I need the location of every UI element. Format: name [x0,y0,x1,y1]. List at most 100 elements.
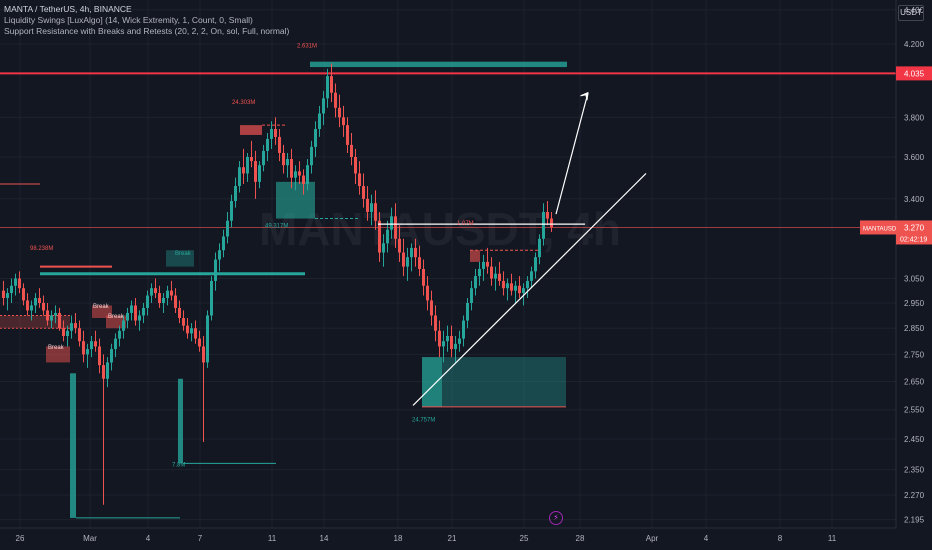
candle-body [38,297,41,303]
candle-body [326,76,329,99]
candle-body [342,117,345,126]
candle-body [82,341,85,355]
candle-body [330,76,333,93]
candle-body [290,159,293,178]
candle-body [446,335,449,342]
candle-body [478,268,481,277]
candle-body [70,323,73,331]
x-tick-label: 21 [448,534,457,543]
x-tick-label: 18 [394,534,403,543]
candle-body [462,320,465,339]
candle-body [346,125,349,145]
break-label: Break [175,251,192,257]
resistance-price-tag-label: 4.035 [904,69,925,78]
candle-body [18,278,21,289]
candle-body [422,268,425,286]
candle-body [250,156,253,162]
candle-body [410,247,413,258]
time-axis-bg [0,528,896,550]
user-drawings[interactable] [378,92,647,406]
candle-body [222,236,225,251]
candle-body [114,338,117,350]
candle-body [62,328,65,336]
candle-body [34,297,37,306]
price-axis[interactable]: 4.400 4.200 4.035 3.800 3.600 3.400 3.270 3.050… [860,0,932,550]
candle-body [186,325,189,334]
y-tick-label: 2.550 [904,406,925,415]
candle-body [450,335,453,350]
liquidity-label: 2.631M [297,44,317,50]
candle-body [322,98,325,114]
x-tick-label: 8 [778,534,783,543]
liquidity-label: 24.303M [232,100,255,106]
candle-body [106,362,109,379]
demand-zone-box [442,357,566,407]
candle-body [238,167,241,187]
candle-body [490,266,493,279]
candle-body [522,288,525,294]
candle-body [358,173,361,187]
candle-body [430,300,433,316]
currency-unit-label[interactable]: USDT [898,5,924,21]
candle-body [58,312,61,329]
x-tick-label: 7 [198,534,203,543]
candle-body [302,175,305,184]
candle-body [150,288,153,296]
candle-body [374,203,377,221]
candle-body [538,238,541,258]
support-zone-feb [70,373,76,518]
y-tick-label: 2.650 [904,378,925,387]
candle-body [178,307,181,319]
candle-body [394,216,397,239]
grid-lines [0,0,896,528]
candle-body [50,315,53,321]
y-tick-label: 2.850 [904,324,925,333]
candle-body [54,312,57,316]
candle-body [514,285,517,291]
resistance-zone-mar9 [240,125,262,135]
candle-body [134,305,137,321]
demand-zone-box-left [422,357,442,407]
candle-body [442,341,445,347]
candle-body [98,346,101,366]
symbol-title[interactable]: MANTA / TetherUS, 4h, BINANCE [4,4,132,14]
candle-body [418,257,421,269]
candle-body [482,261,485,269]
candle-body [334,92,337,108]
y-tick-label: 2.195 [904,516,925,525]
candle-body [206,315,209,363]
candle-body [242,167,245,174]
y-tick-label: 4.400 [904,6,925,15]
y-tick-label: 2.350 [904,466,925,475]
indicator-liquidity-swings[interactable]: Liquidity Swings [LuxAlgo] (14, Wick Ext… [4,15,253,25]
candle-body [402,252,405,267]
candle-body [534,257,537,272]
break-zone-1 [92,305,112,319]
candle-body [386,229,389,244]
candle-body [86,349,89,355]
lightning-icon[interactable]: ⚡ [549,511,563,525]
x-tick-label: 11 [828,534,837,543]
time-axis[interactable]: 26 Mar 4 7 11 14 18 21 25 28 Apr 4 8 11 [0,527,896,550]
arrow-head [580,92,589,101]
candle-body [466,302,469,321]
candle-body [518,285,521,294]
candle-body [110,349,113,363]
candle-body [294,171,297,178]
candle-body [278,136,281,153]
indicator-support-resistance[interactable]: Support Resistance with Breaks and Retes… [4,26,290,36]
candle-body [274,129,277,137]
y-tick-label: 3.600 [904,153,925,162]
candle-body [226,220,229,237]
candle-body [246,156,249,174]
y-tick-label: 3.800 [904,113,925,122]
candle-body [182,318,185,326]
liquidity-label: 24.757M [412,417,435,423]
candle-body [6,293,9,298]
candle-body [366,198,369,212]
liquidity-label: 7.8M [172,462,185,468]
break-label: Break [48,345,65,351]
candle-body [398,238,401,253]
candle-body [378,220,381,253]
